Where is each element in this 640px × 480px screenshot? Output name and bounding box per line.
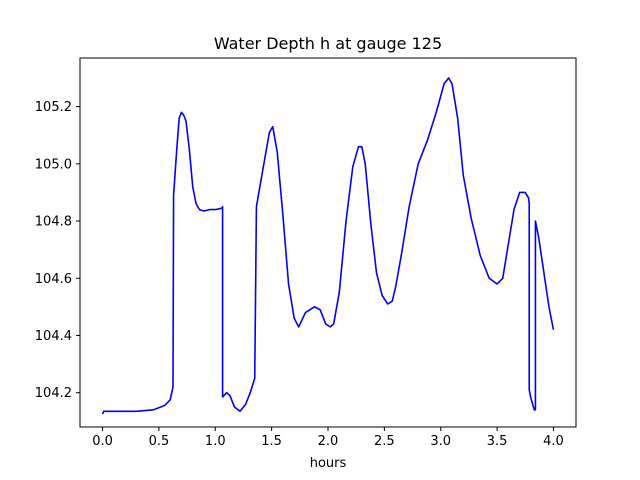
x-tick-label: 1.5 — [261, 434, 282, 449]
y-tick-label: 104.2 — [35, 386, 72, 401]
y-tick-label: 104.8 — [35, 215, 72, 230]
x-tick-label: 0.0 — [92, 434, 113, 449]
x-tick-label: 1.0 — [205, 434, 226, 449]
y-tick-label: 104.4 — [35, 329, 72, 344]
y-tick-label: 105.0 — [35, 157, 72, 172]
y-tick-label: 104.6 — [35, 272, 72, 287]
x-tick-label: 2.5 — [374, 434, 395, 449]
x-tick-label: 0.5 — [149, 434, 170, 449]
x-tick-label: 3.5 — [487, 434, 508, 449]
y-axis: 104.2 104.4 104.6 104.8 105.0 105.2 — [35, 100, 80, 401]
x-tick-label: 4.0 — [543, 434, 564, 449]
chart-title: Water Depth h at gauge 125 — [214, 34, 442, 53]
y-tick-label: 105.2 — [35, 100, 72, 115]
x-axis: 0.0 0.5 1.0 1.5 2.0 2.5 3.0 3.5 4.0 — [92, 427, 564, 449]
x-tick-label: 2.0 — [318, 434, 339, 449]
series-layer — [101, 77, 555, 415]
x-tick-label: 3.0 — [430, 434, 451, 449]
series-line-0 — [101, 77, 555, 415]
x-axis-label: hours — [310, 456, 347, 471]
